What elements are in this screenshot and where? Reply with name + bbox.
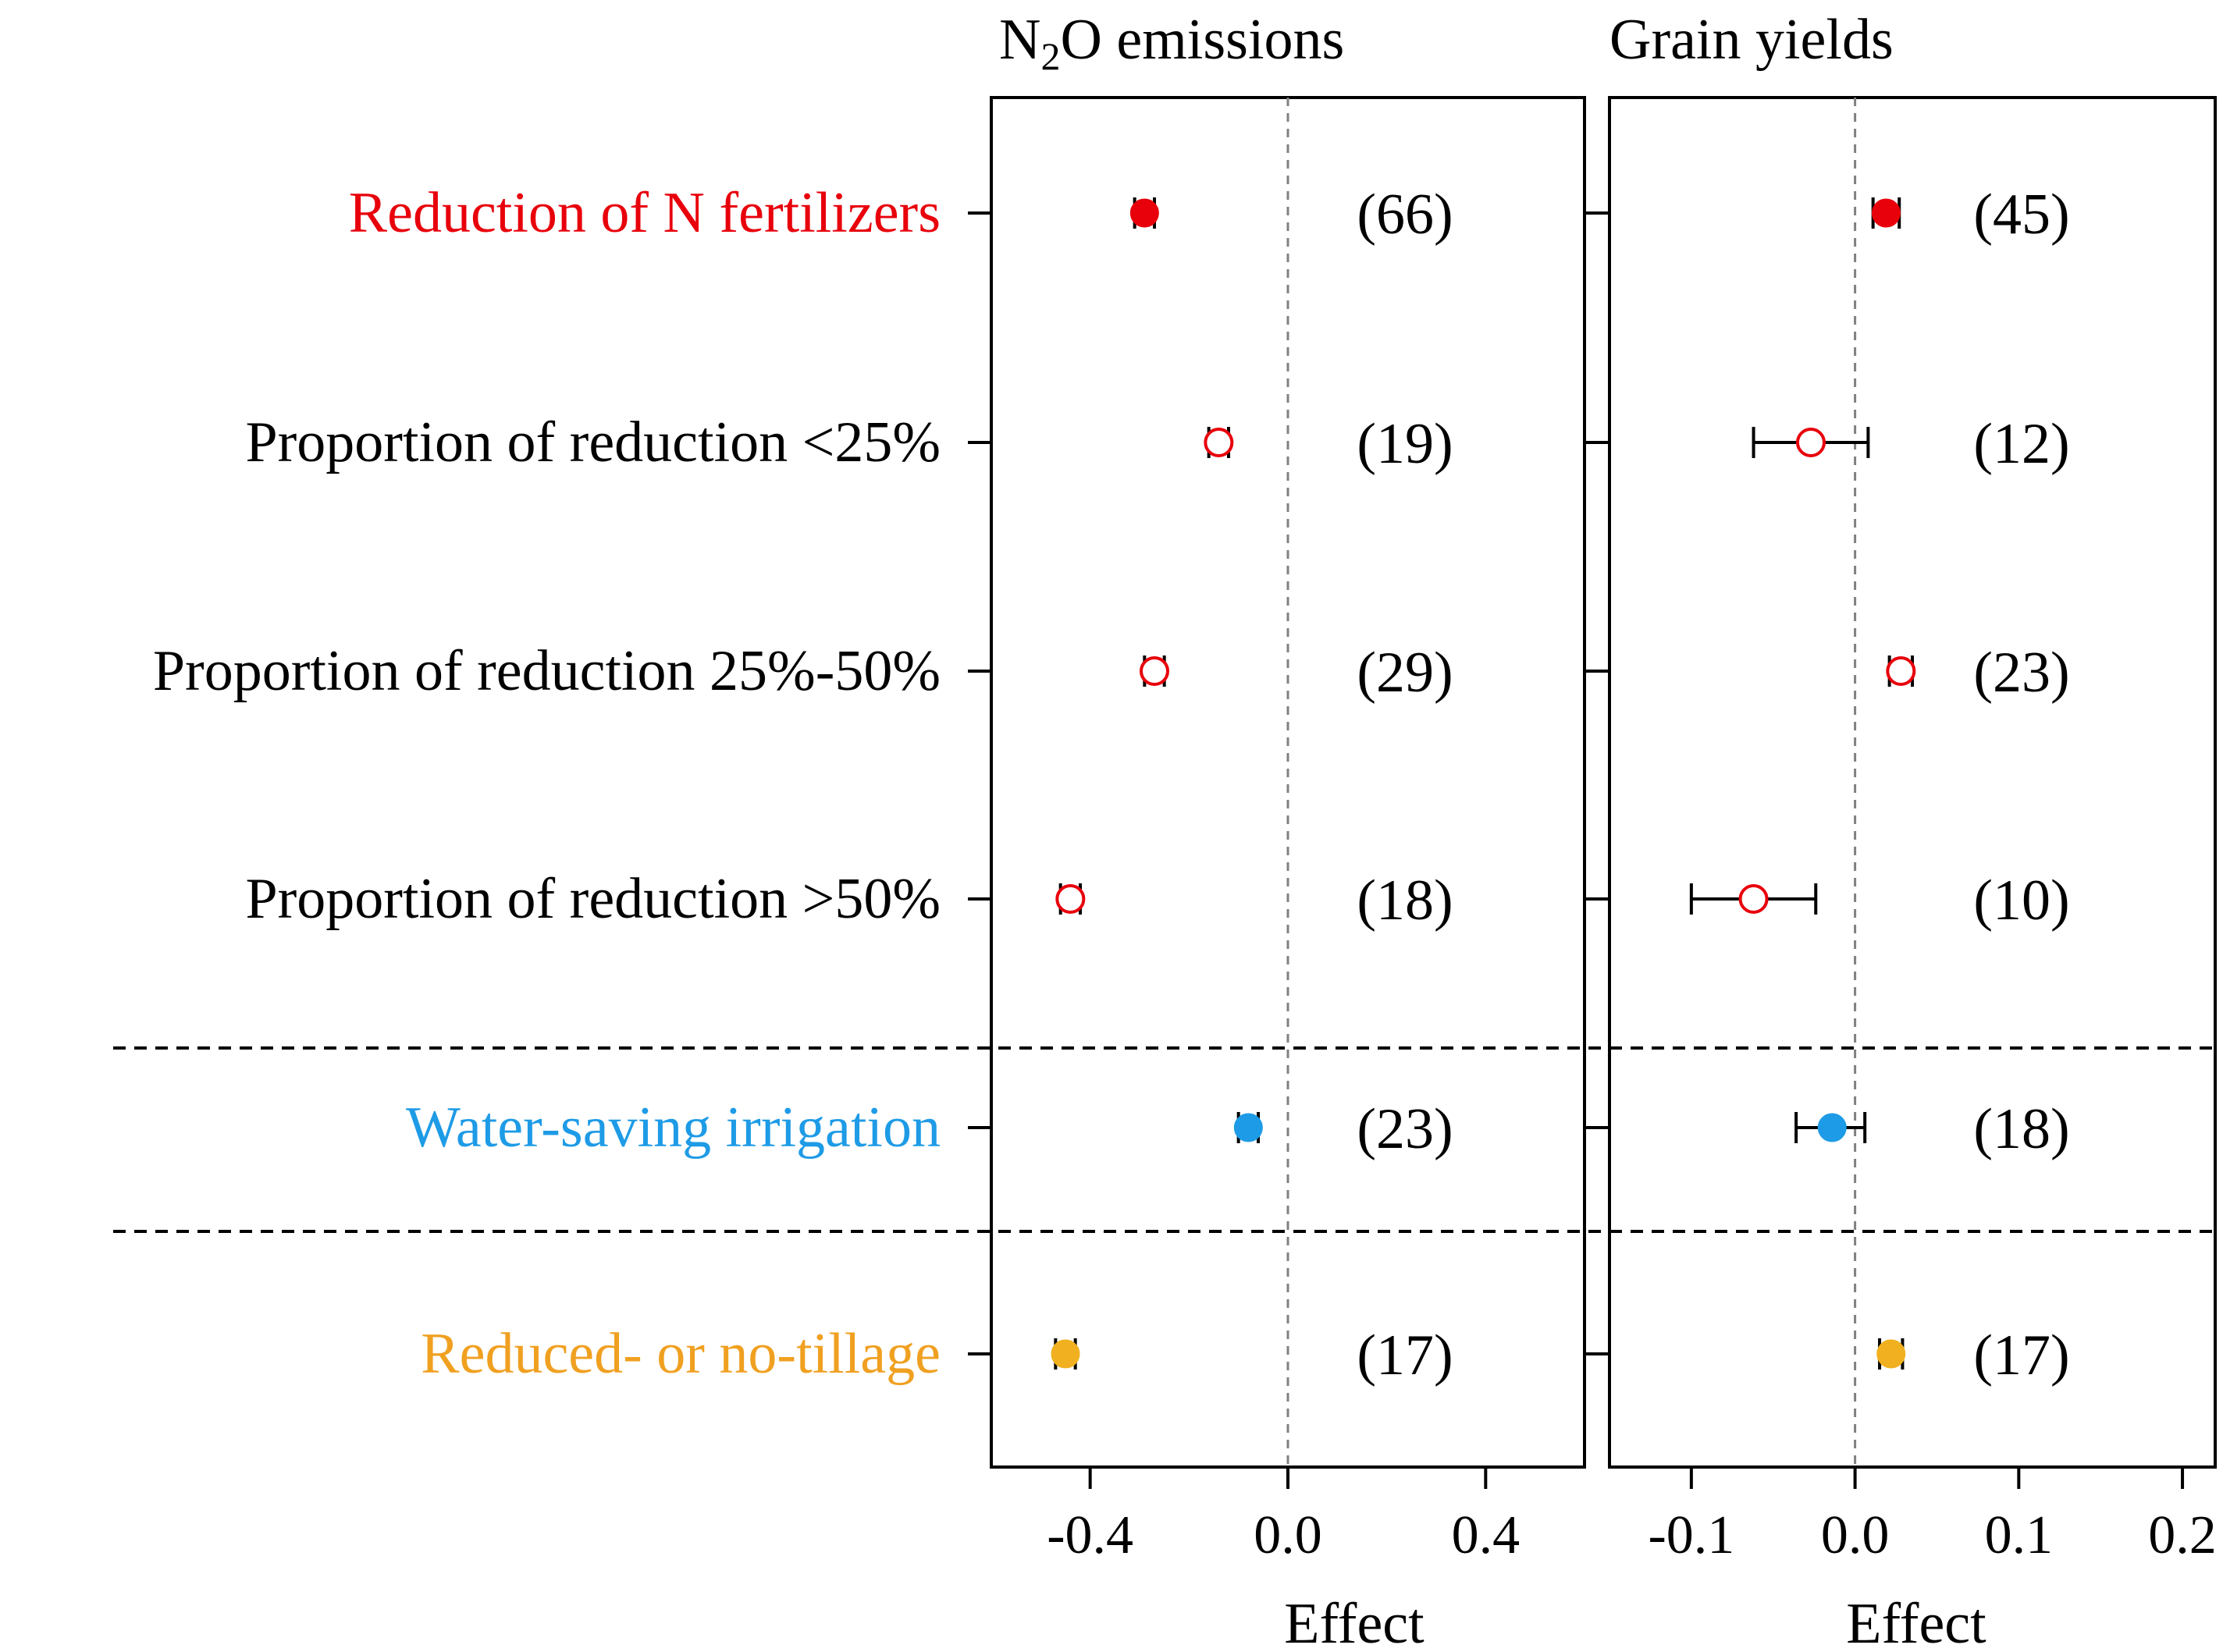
row-label-5: Reduced- or no-tillage <box>421 1322 941 1386</box>
left-point-3 <box>1055 884 1086 914</box>
panel-titles: N2O emissions Grain yields <box>999 8 1894 78</box>
right-x-tick-label-3: 0.2 <box>2148 1505 2217 1565</box>
left-point-1 <box>1204 428 1234 457</box>
right-axis-title: Effect <box>1846 1592 1986 1652</box>
right-count-label-3: (10) <box>1973 869 2069 933</box>
row-label-1: Proportion of reduction <25% <box>245 410 941 474</box>
left-count-label-5: (17) <box>1357 1323 1453 1387</box>
left-count-label-2: (29) <box>1357 641 1453 705</box>
row-labels: Reduction of N fertilizers Proportion of … <box>153 181 941 1386</box>
right-count-label-4: (18) <box>1973 1097 2069 1161</box>
row-label-0: Reduction of N fertilizers <box>349 181 941 245</box>
left-point-0 <box>1129 198 1159 228</box>
row-label-2: Proportion of reduction 25%-50% <box>153 639 941 703</box>
right-point-1 <box>1795 428 1826 457</box>
left-axis-title: Effect <box>1284 1592 1424 1652</box>
left-panel-title: N2O emissions <box>999 8 1344 78</box>
right-x-tick-label-2: 0.1 <box>1985 1505 2054 1565</box>
row-label-3: Proportion of reduction >50% <box>245 867 941 931</box>
left-x-tick-label-2: 0.4 <box>1452 1505 1521 1565</box>
left-title-subscript: 2 <box>1040 34 1060 78</box>
left-x-tick-label-1: 0.0 <box>1254 1505 1322 1565</box>
left-title-n: N <box>999 8 1040 72</box>
left-x-tick-label-0: -0.4 <box>1047 1505 1133 1565</box>
right-plot-frame <box>1608 96 2217 1469</box>
right-x-tick-label-0: -0.1 <box>1648 1505 1734 1565</box>
right-x-tick-label-1: 0.0 <box>1821 1505 1890 1565</box>
left-title-rest: O emissions <box>1060 8 1344 72</box>
right-panel: -0.1 0.0 0.1 0.2 Effect (45) (12) (23) (10) (18) (… <box>1586 96 2217 1652</box>
left-point-5 <box>1051 1339 1080 1369</box>
right-count-label-0: (45) <box>1973 183 2069 247</box>
right-point-3 <box>1738 884 1769 914</box>
right-count-label-5: (17) <box>1973 1323 2069 1387</box>
right-count-label-2: (23) <box>1973 641 2069 705</box>
right-count-label-1: (12) <box>1973 412 2069 476</box>
left-count-label-4: (23) <box>1357 1097 1453 1161</box>
row-label-4: Water-saving irrigation <box>406 1096 941 1160</box>
right-panel-title: Grain yields <box>1609 8 1894 72</box>
right-point-4 <box>1817 1113 1847 1142</box>
left-point-2 <box>1140 656 1169 686</box>
right-point-0 <box>1871 198 1901 228</box>
group-separators <box>113 1046 2215 1233</box>
right-point-5 <box>1876 1339 1906 1369</box>
left-count-label-3: (18) <box>1357 869 1453 933</box>
left-count-label-0: (66) <box>1357 183 1453 247</box>
left-count-label-1: (19) <box>1357 412 1453 476</box>
left-point-4 <box>1233 1113 1263 1142</box>
right-point-2 <box>1886 656 1916 686</box>
left-panel: -0.4 0.0 0.4 Effect (66) (19) (29) (18) (23) (17) <box>968 96 1586 1652</box>
